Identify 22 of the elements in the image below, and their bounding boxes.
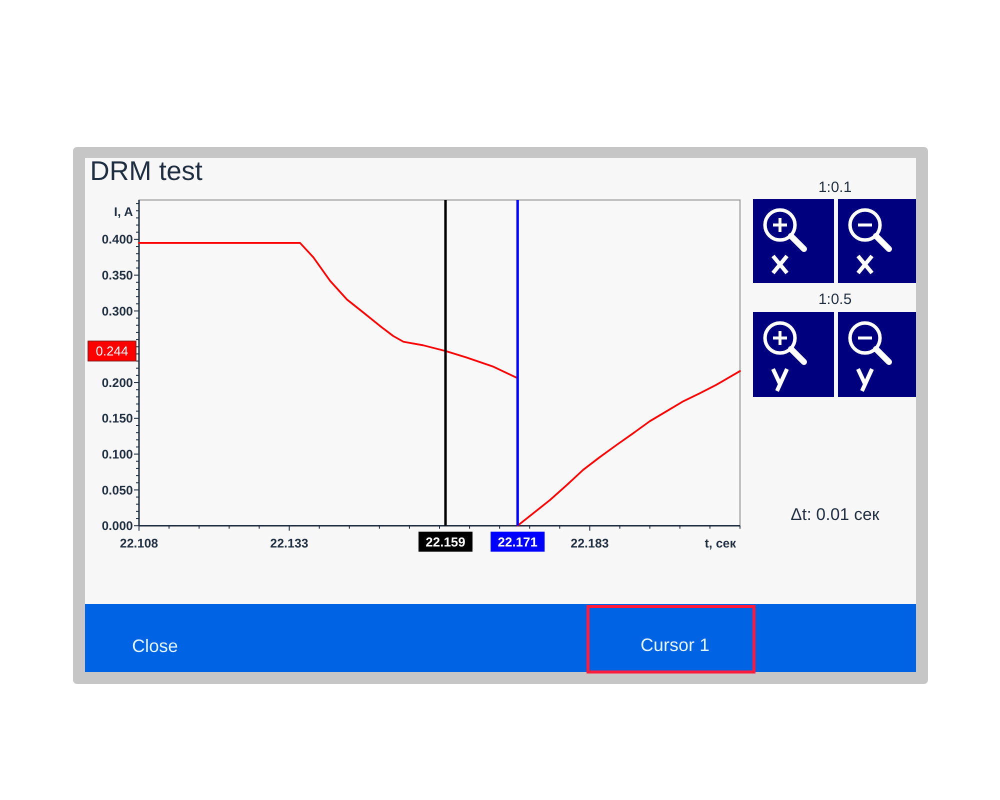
y-tick-label: 0.300 [102, 304, 134, 318]
text: Cursor 1 [640, 635, 710, 655]
x-tick-label: 22.133 [270, 536, 308, 551]
x-tick-label: 22.183 [570, 536, 609, 551]
chart-title: DRM test [90, 156, 204, 186]
text: 0.244 [96, 344, 128, 359]
y-tick-label: 0.150 [102, 412, 134, 426]
y-tick-label: 0.100 [102, 447, 134, 462]
x-axis-title: t, сек [704, 536, 737, 551]
text: Close [132, 636, 178, 656]
ref-line-label: 22.171 [498, 534, 538, 550]
text: 1:0.1 [818, 179, 852, 196]
y-axis-title: I, A [114, 205, 133, 219]
x-tick-label: 22.108 [120, 536, 158, 551]
y-tick-label: 0.200 [102, 376, 134, 390]
y-tick-label: 0.350 [102, 268, 134, 283]
y-tick-label: 0.000 [102, 519, 134, 534]
text: Δt: 0.01 сек [790, 505, 880, 524]
ref-line-label: 22.159 [426, 534, 466, 550]
text: 1:0.5 [818, 291, 852, 308]
y-tick-label: 0.400 [102, 232, 134, 247]
y-tick-label: 0.050 [102, 483, 134, 498]
